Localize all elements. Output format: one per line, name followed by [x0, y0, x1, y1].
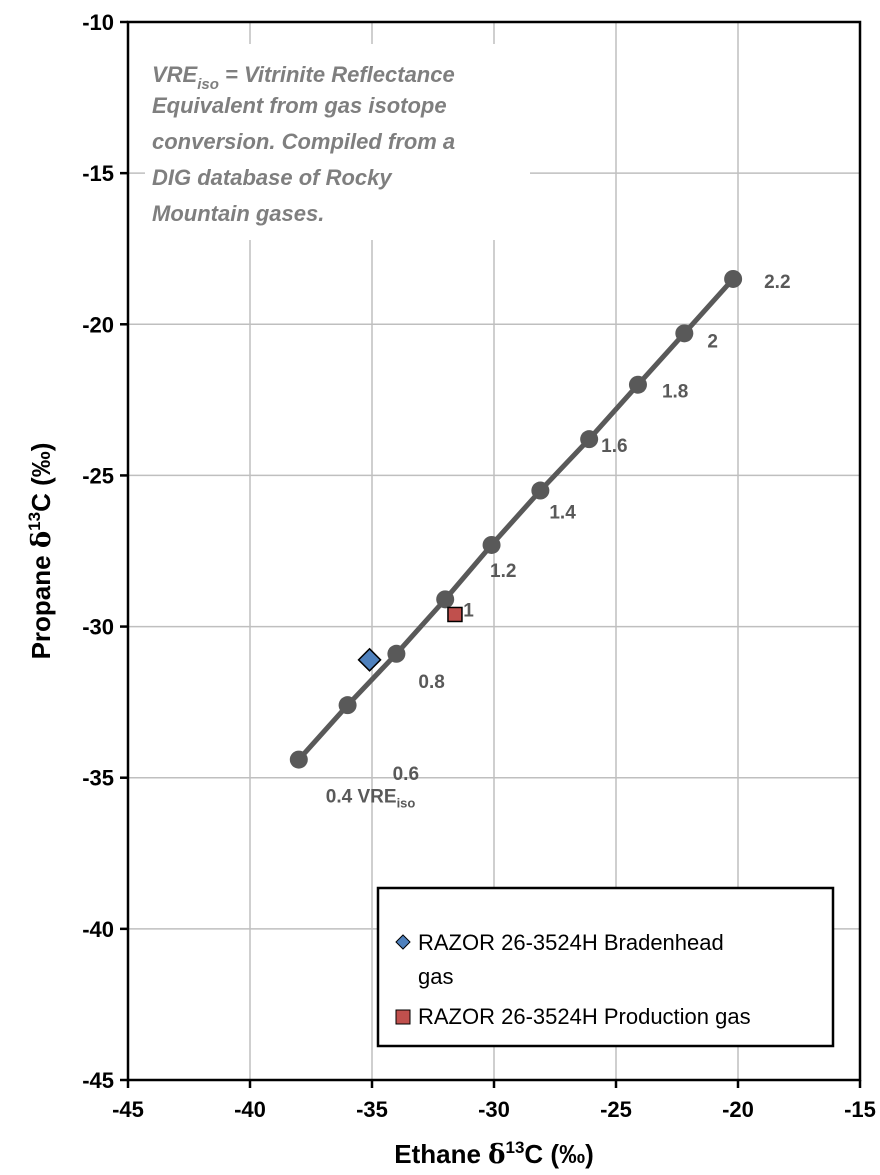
legend-diamond-icon	[395, 934, 411, 950]
x-tick-labels: -45 -40 -35 -30 -25 -20 -15	[112, 1097, 876, 1122]
vre-point	[531, 481, 550, 500]
y-axis-title: Propane δ13C (‰)	[25, 443, 57, 660]
vre-point	[436, 590, 455, 609]
x-axis-title: Ethane δ13C (‰)	[394, 1138, 594, 1170]
vre-point	[675, 324, 694, 343]
note-line-3: conversion. Compiled from a	[152, 129, 455, 154]
x-tick-label: -40	[234, 1097, 266, 1122]
y-tick-label: -35	[82, 766, 114, 791]
x-tick-label: -15	[844, 1097, 876, 1122]
note-line-1: VREiso = Vitrinite Reflectance	[152, 62, 455, 93]
vre-point	[628, 375, 647, 394]
vre-value-label: 2.2	[764, 272, 790, 293]
y-tick-labels: -45 -40 -35 -30 -25 -20 -15 -10	[82, 10, 114, 1093]
vre-point	[580, 430, 599, 449]
vre-point	[338, 696, 357, 715]
vre-value-label: 0.8	[418, 672, 444, 693]
y-tick-label: -15	[82, 161, 114, 186]
x-tick-label: -45	[112, 1097, 144, 1122]
y-tick-label: -20	[82, 312, 114, 337]
y-tick-label: -45	[82, 1068, 114, 1093]
vre-line	[289, 269, 743, 769]
y-tick-label: -25	[82, 463, 114, 488]
note-background	[145, 44, 530, 240]
x-tick-label: -30	[478, 1097, 510, 1122]
legend-square-icon	[395, 1009, 411, 1025]
note-line-4: DIG database of Rocky	[152, 165, 393, 190]
vre-point	[387, 644, 406, 663]
note-annotation: VREiso = Vitrinite Reflectance Equivalen…	[145, 44, 530, 240]
note-line-2: Equivalent from gas isotope	[152, 93, 447, 118]
x-tick-label: -20	[722, 1097, 754, 1122]
legend-label-production: RAZOR 26-3524H Production gas	[418, 1004, 751, 1029]
tick-marks	[120, 20, 862, 1088]
vre-value-label: 0.4 VREiso	[326, 787, 416, 811]
vre-value-label: 0.6	[393, 764, 419, 785]
legend-box	[376, 886, 835, 1048]
vre-value-label: 1.6	[601, 436, 627, 457]
legend-label-bradenhead-line-2: gas	[418, 964, 453, 989]
vre-value-label: 1.2	[490, 561, 516, 582]
series-markers	[357, 606, 463, 672]
production-gas-point	[447, 606, 463, 623]
x-tick-label: -35	[356, 1097, 388, 1122]
vre-value-label: 2	[707, 331, 718, 352]
vre-value-label: 1.4	[549, 503, 576, 524]
y-tick-label: -40	[82, 917, 114, 942]
x-tick-label: -25	[600, 1097, 632, 1122]
y-tick-label: -30	[82, 615, 114, 640]
vre-trend-line	[296, 277, 735, 762]
bradenhead-gas-point	[357, 647, 382, 672]
vre-value-label: 1.8	[662, 382, 688, 403]
note-line-5: Mountain gases.	[152, 201, 324, 226]
vre-point	[724, 269, 743, 288]
vre-point	[289, 750, 308, 769]
vre-value-label: 1	[463, 600, 474, 621]
legend: RAZOR 26-3524H Bradenhead gas RAZOR 26-3…	[376, 886, 835, 1048]
y-tick-label: -10	[82, 10, 114, 35]
legend-label-bradenhead-line-1: RAZOR 26-3524H Bradenhead	[418, 930, 724, 955]
vre-point	[482, 535, 501, 554]
